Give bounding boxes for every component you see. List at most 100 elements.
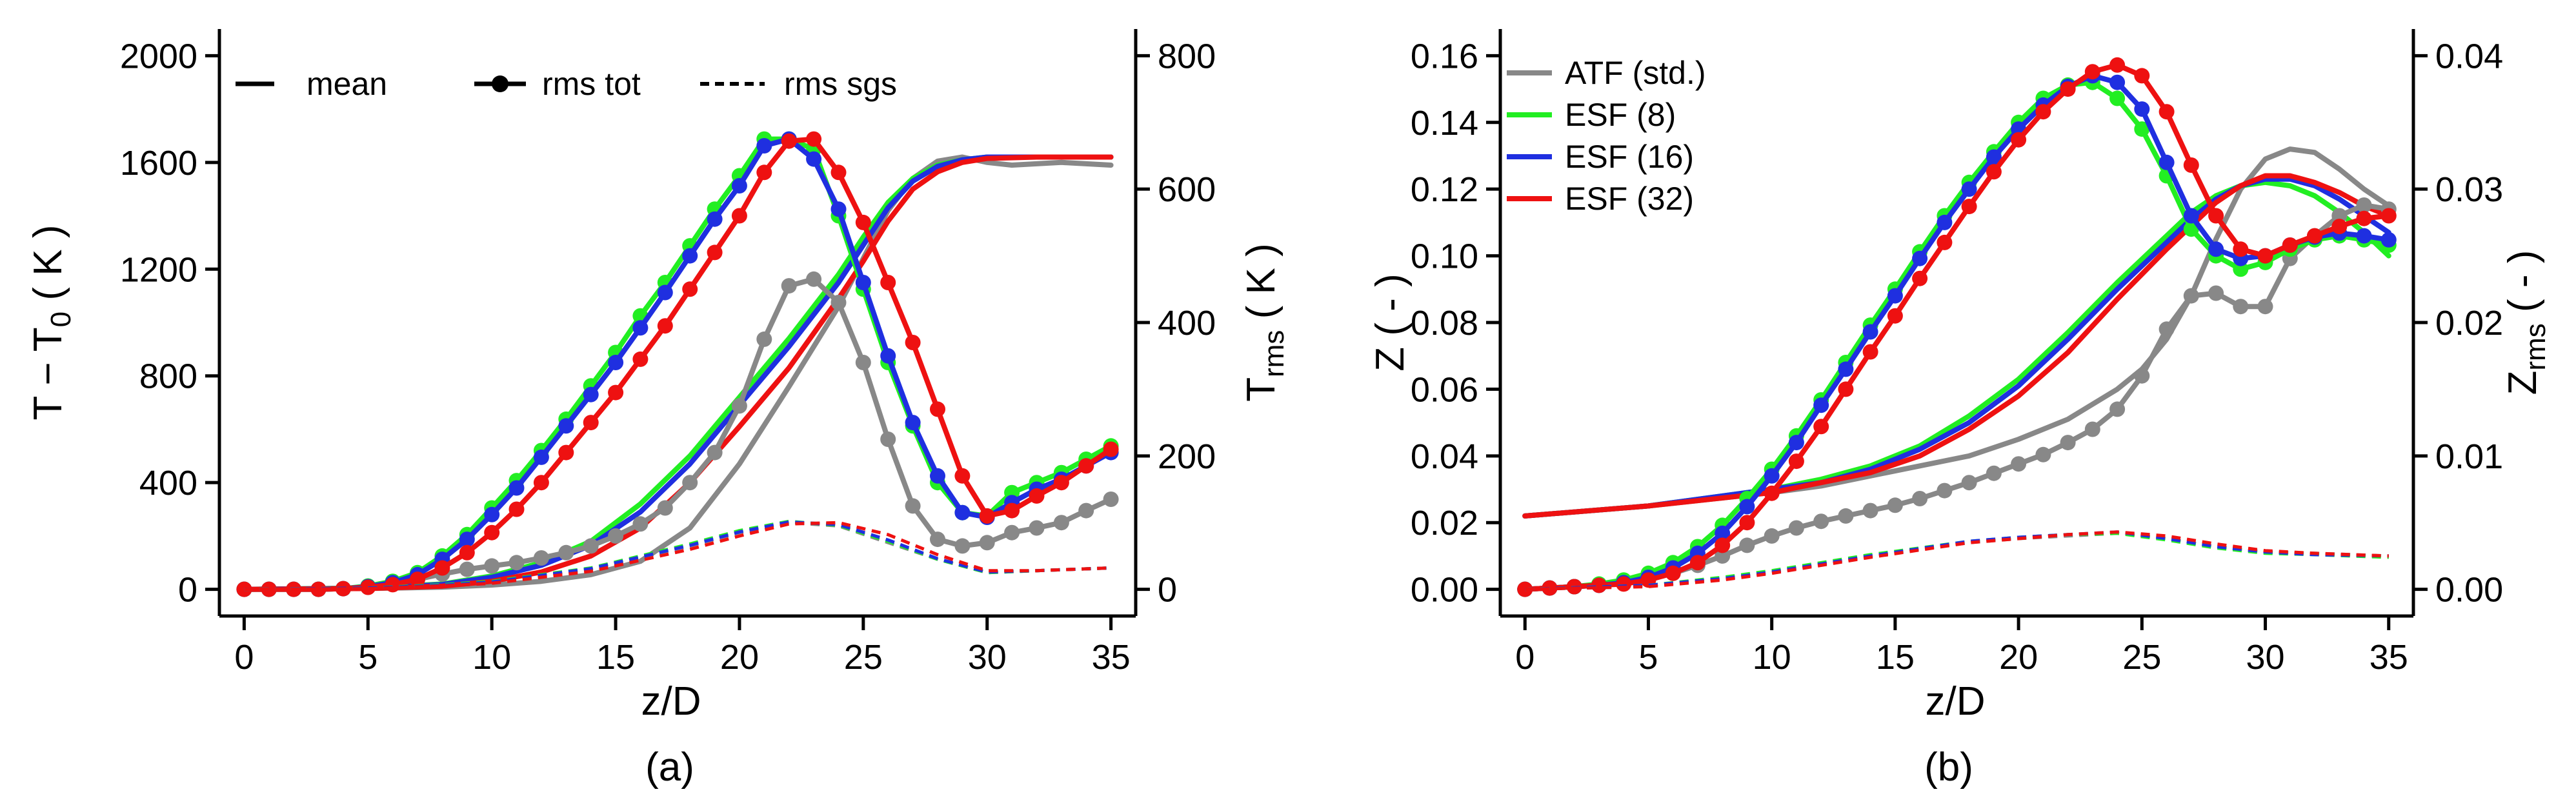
right-axis-label: Trms ( K ) — [1239, 243, 1290, 402]
data-point — [1715, 548, 1731, 564]
data-point — [1739, 515, 1755, 531]
data-point — [484, 506, 500, 522]
data-point — [1689, 555, 1706, 571]
right-y-tick-label: 0.00 — [2435, 571, 2503, 610]
x-tick-label: 30 — [968, 638, 1007, 677]
legend-marker — [492, 75, 508, 92]
data-point — [731, 178, 747, 194]
left-y-tick-label: 400 — [139, 464, 197, 502]
left-y-tick-label: 0.16 — [1411, 37, 1478, 75]
data-point — [583, 415, 599, 431]
data-point — [1986, 465, 2002, 481]
series-group — [1517, 57, 2397, 597]
data-point — [855, 355, 871, 370]
data-point — [954, 504, 971, 521]
data-point — [1788, 435, 1804, 451]
data-point — [731, 208, 747, 224]
data-point — [2134, 121, 2150, 137]
data-point — [1937, 234, 1953, 250]
data-point — [533, 449, 549, 465]
data-point — [707, 211, 723, 227]
data-point — [1862, 324, 1878, 340]
data-point — [2035, 446, 2051, 462]
x-tick-label: 30 — [2246, 638, 2285, 677]
data-point — [2109, 74, 2126, 90]
series-line-esf-8-rms-sgs — [244, 519, 1111, 591]
legend: ATF (std.) ESF (8) ESF (16) ESF (32) — [1507, 55, 1706, 217]
legend-label: ESF (16) — [1565, 139, 1694, 175]
series-line-esf-8-mean — [241, 154, 1114, 592]
data-point — [459, 561, 475, 577]
right-y-tick-label: 0.04 — [2435, 37, 2503, 75]
data-point — [608, 528, 624, 544]
data-point — [261, 581, 277, 597]
left-axis-label: Z ( - ) — [1368, 273, 1413, 372]
data-point — [756, 331, 772, 347]
data-point — [2183, 157, 2199, 173]
data-point — [1912, 270, 1928, 286]
x-tick-label: 5 — [1638, 638, 1658, 677]
data-point — [2011, 456, 2027, 472]
data-point — [2356, 197, 2372, 213]
legend-label: ESF (8) — [1565, 97, 1676, 133]
data-point — [1912, 491, 1928, 506]
left-y-tick-label: 0.06 — [1411, 370, 1478, 409]
data-point — [979, 535, 995, 551]
series-line-esf-16-rms-sgs — [244, 520, 1111, 591]
data-point — [2282, 237, 2298, 253]
legend-item-esf-16: ESF (16) — [1507, 139, 1694, 175]
x-tick-label: 10 — [472, 638, 511, 677]
right-y-tick-label: 0.01 — [2435, 437, 2503, 476]
data-point — [2257, 299, 2273, 315]
data-point — [707, 444, 723, 461]
data-point — [1665, 565, 1681, 581]
series-line-esf-32-rms-sgs — [244, 521, 1111, 591]
data-point — [484, 558, 500, 574]
data-point — [1053, 515, 1069, 531]
data-point — [930, 468, 945, 484]
data-point — [632, 516, 649, 532]
legend-item-atf-std: ATF (std.) — [1507, 55, 1706, 91]
data-point — [1078, 502, 1094, 519]
data-point — [1739, 499, 1755, 515]
x-tick-label: 35 — [1092, 638, 1131, 677]
data-point — [1961, 181, 1977, 197]
data-point — [508, 480, 525, 496]
left-y-tick-label: 2000 — [120, 37, 197, 75]
data-point — [657, 284, 673, 301]
data-point — [2356, 210, 2372, 226]
data-point — [533, 550, 549, 566]
left-y-tick-label: 0.12 — [1411, 170, 1478, 209]
data-point — [1887, 308, 1903, 324]
data-point — [2158, 321, 2175, 337]
data-point — [558, 418, 574, 434]
data-point — [1961, 475, 1977, 491]
data-point — [1764, 468, 1780, 484]
data-point — [731, 398, 747, 414]
data-point — [1862, 502, 1878, 519]
data-point — [1986, 149, 2002, 165]
panel-b: 0 5 10 15 20 25 30 35 z/D (b) 0.00 0.02 0.04 0.06 0.08… — [1368, 29, 2551, 790]
data-point — [2109, 401, 2126, 417]
right-y-tick-label: 400 — [1158, 304, 1216, 343]
x-tick-label: 0 — [234, 638, 254, 677]
data-point — [2307, 228, 2322, 244]
data-point — [880, 275, 896, 290]
data-point — [2060, 435, 2076, 451]
data-point — [558, 444, 574, 461]
x-tick-label: 20 — [720, 638, 759, 677]
data-point — [830, 164, 847, 181]
data-point — [880, 432, 896, 447]
series-line-esf-16-mean — [1522, 176, 2391, 519]
data-point — [1838, 381, 1854, 397]
data-point — [434, 560, 450, 576]
data-point — [905, 415, 921, 431]
data-point — [2208, 208, 2224, 224]
data-point — [806, 271, 822, 287]
legend-item-esf-8: ESF (8) — [1507, 97, 1676, 133]
data-point — [880, 348, 896, 364]
data-point — [310, 581, 327, 597]
data-point — [2208, 285, 2224, 301]
x-tick-label: 10 — [1753, 638, 1791, 677]
